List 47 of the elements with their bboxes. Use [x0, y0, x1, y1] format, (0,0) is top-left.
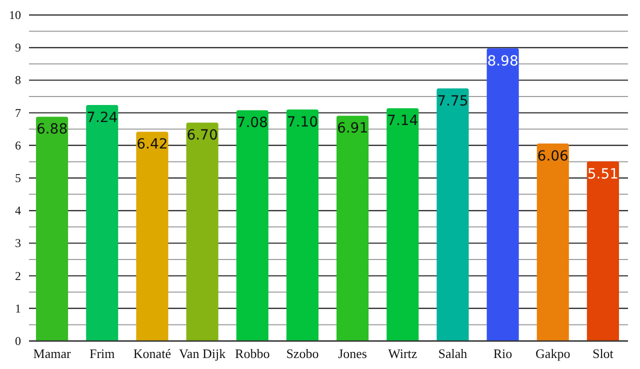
y-tick-label: 9 — [15, 40, 21, 55]
bar — [436, 88, 469, 341]
bar — [136, 132, 168, 341]
x-tick-label: Gakpo — [536, 346, 570, 361]
data-label: 6.70 — [186, 128, 218, 144]
y-tick-label: 0 — [15, 334, 21, 348]
bar — [336, 116, 369, 341]
y-tick-label: 2 — [15, 268, 21, 283]
data-label: 5.51 — [587, 166, 619, 182]
x-tick-label: Slot — [592, 346, 614, 361]
data-label: 6.88 — [36, 122, 68, 138]
bar — [186, 122, 218, 341]
data-label: 7.14 — [387, 113, 418, 130]
x-tick-label: Wirtz — [388, 346, 418, 361]
x-tick-label: Frim — [89, 346, 115, 361]
x-tick-label: Robbo — [235, 346, 270, 361]
data-label: 7.24 — [86, 110, 118, 126]
data-label: 6.06 — [537, 148, 569, 164]
y-tick-label: 7 — [15, 106, 21, 120]
bar — [286, 110, 318, 341]
x-tick-label: Jones — [338, 346, 367, 361]
x-tick-label: Rio — [493, 346, 512, 361]
data-label: 7.75 — [437, 93, 468, 110]
x-tick-label: Salah — [438, 346, 468, 361]
bar — [386, 108, 419, 341]
data-label: 6.91 — [336, 120, 368, 137]
bar — [486, 48, 519, 341]
y-tick-label: 10 — [9, 8, 21, 22]
data-label: 7.08 — [236, 115, 268, 132]
y-tick-label: 3 — [15, 236, 21, 250]
x-tick-label: Konaté — [133, 346, 172, 361]
data-label: 6.42 — [136, 136, 168, 153]
y-tick-label: 6 — [15, 138, 21, 152]
y-tick-label: 4 — [15, 204, 21, 218]
data-label: 8.98 — [487, 53, 518, 70]
bar — [536, 143, 569, 341]
bar — [86, 104, 118, 341]
bar — [36, 116, 68, 341]
y-tick-label: 5 — [15, 171, 21, 185]
x-tick-label: Van Dijk — [178, 346, 226, 361]
x-tick-label: Mamar — [33, 346, 72, 361]
y-tick-label: 1 — [15, 301, 21, 316]
bar — [586, 161, 619, 341]
data-label: 7.10 — [286, 114, 318, 131]
x-tick-label: Szobo — [286, 346, 319, 361]
bar — [236, 110, 268, 341]
y-tick-label: 8 — [15, 73, 21, 88]
